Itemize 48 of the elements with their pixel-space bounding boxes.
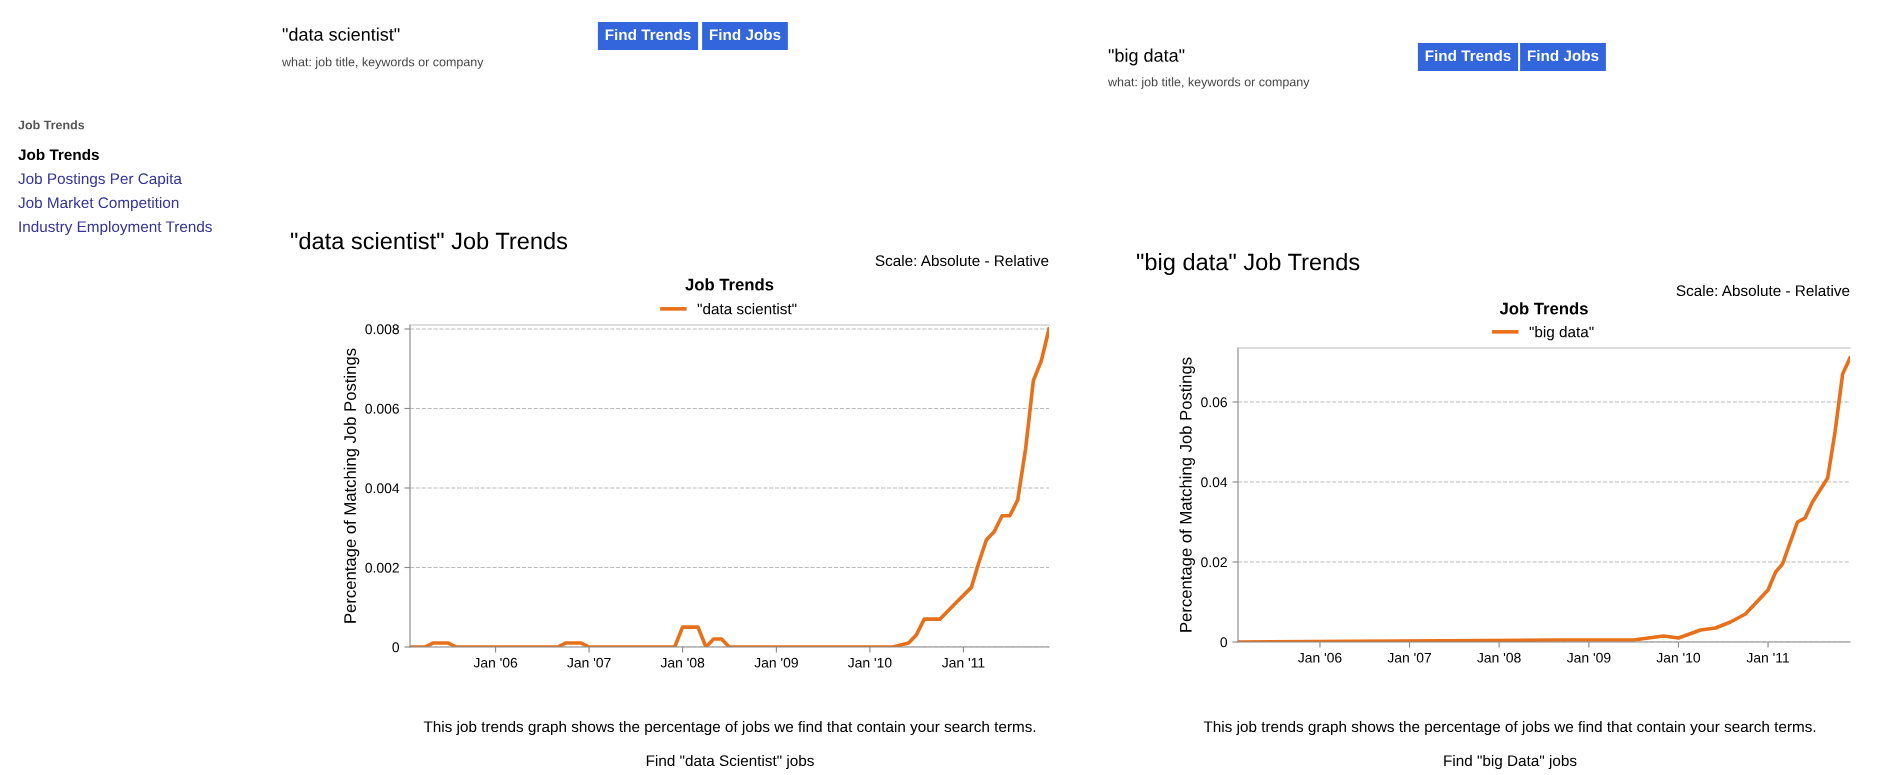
legend-label: "big data" (1529, 326, 1594, 341)
text: "big data" (1108, 48, 1185, 66)
text: This job trends graph shows the percentage of jobs we find that contain your search terms. (1203, 720, 1816, 736)
x-tick-label: Jan '09 (754, 657, 798, 668)
y-tick-label: 0.002 (365, 562, 399, 573)
text: Find Trends (605, 28, 691, 41)
x-tick-label: Jan '08 (660, 657, 705, 668)
y-tick-label: 0.04 (1201, 477, 1228, 488)
text: Job Trends (18, 148, 99, 161)
text: Scale: Absolute - Relative (875, 254, 1049, 267)
y-tick-label: 0.008 (365, 324, 399, 335)
chart-title: "big data" Job Trends (1137, 253, 1360, 275)
x-tick-label: Jan '06 (1298, 652, 1342, 663)
text: "data scientist" (282, 27, 400, 41)
legend-label: "data scientist" (697, 303, 797, 315)
x-tick-label: Jan '07 (567, 657, 611, 668)
y-axis-title: Percentage of Matching Job Postings (1179, 357, 1195, 632)
text: This job trends graph shows the percentage of jobs we find that contain your search terms. (423, 720, 1036, 736)
y-axis-title: Percentage of Matching Job Postings (343, 348, 360, 623)
y-tick-label: 0 (1220, 637, 1228, 648)
x-tick-label: Jan '10 (1656, 652, 1701, 663)
x-tick-label: Jan '06 (473, 657, 518, 668)
y-tick-label: 0.02 (1201, 557, 1227, 568)
text: Find Trends (1425, 49, 1511, 62)
x-tick-label: Jan '11 (941, 657, 985, 668)
y-tick-label: 0.006 (365, 403, 399, 414)
text: Job Market Competition (18, 196, 179, 212)
x-tick-label: Jan '07 (1387, 652, 1432, 663)
text: Job Trends (18, 120, 85, 130)
chart-title: "data scientist" Job Trends (291, 232, 568, 250)
text: Find Jobs (709, 28, 781, 41)
text: what: job title, keywords or company (281, 57, 484, 69)
x-tick-label: Jan '09 (1566, 652, 1611, 663)
text: Industry Employment Trends (19, 220, 212, 236)
x-tick-label: Jan '08 (1477, 652, 1521, 663)
x-tick-label: Jan '10 (847, 657, 892, 668)
text: what: job title, keywords or company (1107, 77, 1310, 89)
text: Find "data Scientist" jobs (646, 754, 814, 770)
text: Find "big Data" jobs (1444, 754, 1577, 770)
text: Scale: Absolute - Relative (1676, 284, 1850, 297)
x-tick-label: Jan '11 (1746, 652, 1790, 663)
chart-subtitle: Job Trends (1499, 302, 1588, 315)
text: Find Jobs (1527, 49, 1599, 62)
y-tick-label: 0.06 (1201, 397, 1227, 408)
text: Job Postings Per Capita (18, 172, 182, 188)
y-tick-label: 0.004 (365, 483, 400, 494)
y-tick-label: 0 (392, 642, 400, 653)
chart-subtitle: Job Trends (685, 278, 774, 291)
